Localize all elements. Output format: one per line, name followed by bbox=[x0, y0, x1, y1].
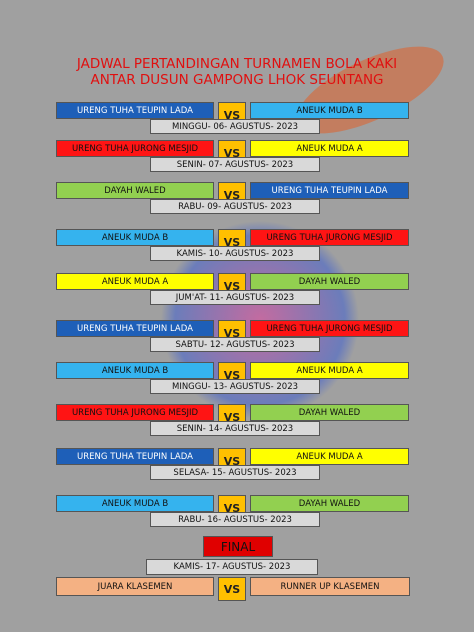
team-right: ANEUK MUDA B bbox=[250, 102, 409, 119]
final-date: KAMIS- 17- AGUSTUS- 2023 bbox=[146, 559, 318, 575]
team-right: URENG TUHA JURONG MESJID bbox=[250, 229, 409, 246]
match-date: MINGGU- 06- AGUSTUS- 2023 bbox=[150, 119, 320, 134]
match-date: MINGGU- 13- AGUSTUS- 2023 bbox=[150, 379, 320, 394]
team-right: ANEUK MUDA A bbox=[250, 362, 409, 379]
team-left: URENG TUHA JURONG MESJID bbox=[56, 404, 214, 421]
team-left: ANEUK MUDA B bbox=[56, 362, 214, 379]
team-left: ANEUK MUDA B bbox=[56, 229, 214, 246]
match-date: RABU- 09- AGUSTUS- 2023 bbox=[150, 199, 320, 214]
team-left: URENG TUHA TEUPIN LADA bbox=[56, 320, 214, 337]
team-left: ANEUK MUDA B bbox=[56, 495, 214, 512]
team-right: DAYAH WALED bbox=[250, 495, 409, 512]
team-left: DAYAH WALED bbox=[56, 182, 214, 199]
team-right: ANEUK MUDA A bbox=[250, 140, 409, 157]
team-right: URENG TUHA JURONG MESJID bbox=[250, 320, 409, 337]
title: JADWAL PERTANDINGAN TURNAMEN BOLA KAKI bbox=[76, 56, 398, 72]
team-left: URENG TUHA JURONG MESJID bbox=[56, 140, 214, 157]
match-date: KAMIS- 10- AGUSTUS- 2023 bbox=[150, 246, 320, 261]
team-right: RUNNER UP KLASEMEN bbox=[250, 577, 410, 596]
team-left: URENG TUHA TEUPIN LADA bbox=[56, 448, 214, 465]
match-date: SELASA- 15- AGUSTUS- 2023 bbox=[150, 465, 320, 480]
team-left: URENG TUHA TEUPIN LADA bbox=[56, 102, 214, 119]
match-date: RABU- 16- AGUSTUS- 2023 bbox=[150, 512, 320, 527]
match-date: SENIN- 14- AGUSTUS- 2023 bbox=[150, 421, 320, 436]
team-right: URENG TUHA TEUPIN LADA bbox=[250, 182, 409, 199]
match-date: SABTU- 12- AGUSTUS- 2023 bbox=[150, 337, 320, 352]
match-date: JUM'AT- 11- AGUSTUS- 2023 bbox=[150, 290, 320, 305]
final-label: FINAL bbox=[203, 536, 273, 557]
team-right: DAYAH WALED bbox=[250, 404, 409, 421]
team-right: ANEUK MUDA A bbox=[250, 448, 409, 465]
team-left: JUARA KLASEMEN bbox=[56, 577, 214, 596]
team-right: DAYAH WALED bbox=[250, 273, 409, 290]
match-date: SENIN- 07- AGUSTUS- 2023 bbox=[150, 157, 320, 172]
team-left: ANEUK MUDA A bbox=[56, 273, 214, 290]
title: ANTAR DUSUN GAMPONG LHOK SEUNTANG bbox=[90, 72, 384, 88]
vs-badge: VS bbox=[218, 577, 246, 601]
